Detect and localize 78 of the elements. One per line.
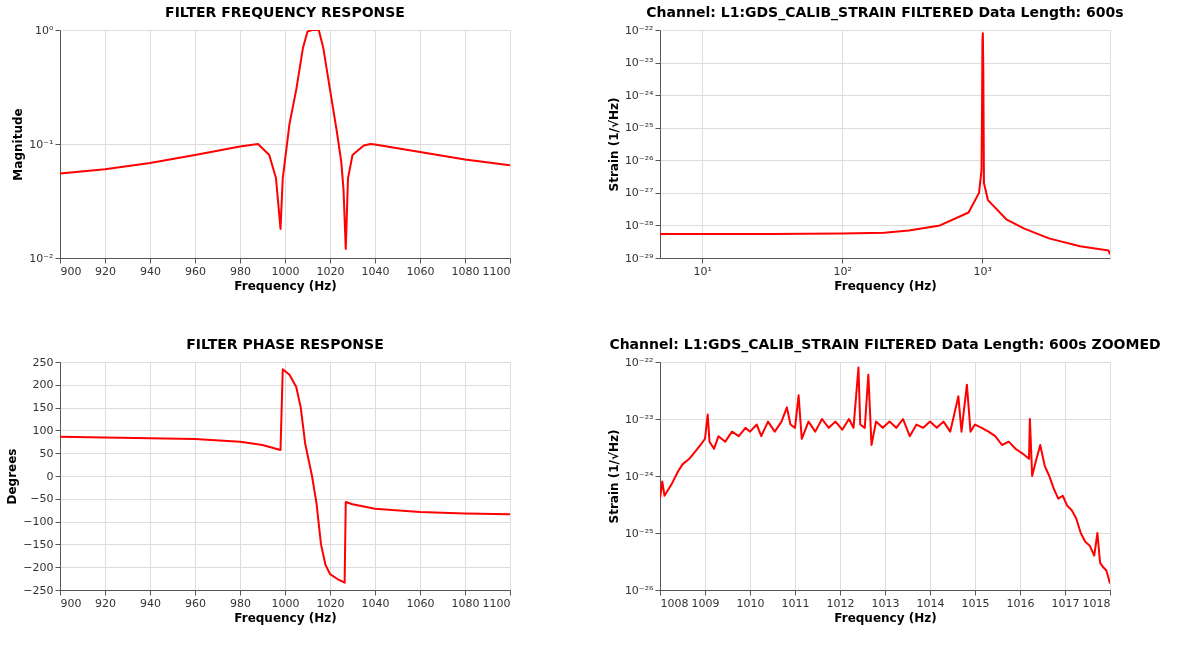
y-tick-label: 10⁻²⁸ xyxy=(624,218,655,232)
x-axis-title: Frequency (Hz) xyxy=(834,610,937,625)
y-tick-label: 10⁻²⁵ xyxy=(624,526,654,540)
y-tick-label: 10⁻²⁹ xyxy=(624,251,654,265)
line-series xyxy=(660,366,1110,585)
x-tick-label: 1100 xyxy=(482,264,511,278)
x-tick-label: 10² xyxy=(833,264,852,278)
y-tick-label: 10⁻² xyxy=(29,251,54,265)
y-axis-title: Strain (1/√Hz) xyxy=(606,429,621,524)
x-tick-label: 1060 xyxy=(406,264,435,278)
x-tick-label: 1040 xyxy=(361,264,390,278)
x-tick-label: 1060 xyxy=(406,596,435,610)
x-tick-label: 1000 xyxy=(271,264,300,278)
y-tick-label: −150 xyxy=(23,537,54,551)
y-tick-label: 10⁻¹ xyxy=(29,137,54,151)
x-axis-title: Frequency (Hz) xyxy=(834,278,937,293)
x-tick-label: 1010 xyxy=(736,596,765,610)
x-tick-label: 1011 xyxy=(781,596,810,610)
x-tick-label: 1020 xyxy=(316,264,345,278)
chart-title: Channel: L1:GDS_CALIB_STRAIN FILTERED Data Length: 600s xyxy=(646,4,1124,21)
line-series xyxy=(60,368,510,584)
y-tick-label: 50 xyxy=(39,446,54,460)
x-tick-label: 920 xyxy=(95,264,116,278)
x-tick-label: 940 xyxy=(140,596,161,610)
x-tick-label: 1017 xyxy=(1051,596,1080,610)
chart-title: Channel: L1:GDS_CALIB_STRAIN FILTERED Data Length: 600s ZOOMED xyxy=(609,336,1161,353)
x-tick-label: 960 xyxy=(185,264,206,278)
x-axis-title: Frequency (Hz) xyxy=(234,278,337,293)
x-tick-label: 1013 xyxy=(871,596,900,610)
x-tick-label: 1016 xyxy=(1006,596,1035,610)
x-tick-label: 980 xyxy=(230,596,251,610)
y-tick-label: 10⁻²⁵ xyxy=(624,121,654,135)
x-tick-label: 1018 xyxy=(1082,596,1111,610)
y-tick-label: 150 xyxy=(32,401,54,415)
y-tick-label: 10⁻²⁴ xyxy=(624,469,655,483)
y-tick-label: 10⁻²⁶ xyxy=(624,153,655,167)
x-tick-label: 900 xyxy=(60,264,82,278)
x-tick-label: 1008 xyxy=(660,596,689,610)
y-tick-label: 10⁻²⁷ xyxy=(624,186,654,200)
x-tick-label: 1080 xyxy=(451,264,480,278)
y-axis-title: Strain (1/√Hz) xyxy=(606,97,621,192)
x-tick-label: 960 xyxy=(185,596,206,610)
y-tick-label: −50 xyxy=(30,492,54,506)
y-tick-label: 250 xyxy=(32,355,54,369)
y-tick-label: 100 xyxy=(32,423,54,437)
y-axis-title: Degrees xyxy=(5,448,20,505)
x-tick-label: 10³ xyxy=(973,264,992,278)
x-tick-label: 920 xyxy=(95,596,116,610)
y-tick-label: 10⁻²³ xyxy=(624,56,654,70)
x-tick-label: 1015 xyxy=(961,596,990,610)
y-tick-label: 10⁻²⁶ xyxy=(624,583,655,597)
y-tick-label: 10⁻²² xyxy=(624,355,654,369)
x-tick-label: 940 xyxy=(140,264,161,278)
y-tick-label: 10⁻²³ xyxy=(624,412,654,426)
x-tick-label: 1040 xyxy=(361,596,390,610)
y-axis-title: Magnitude xyxy=(11,108,26,181)
x-tick-label: 1080 xyxy=(451,596,480,610)
line-series xyxy=(60,30,510,250)
y-tick-label: −250 xyxy=(23,583,54,597)
x-tick-label: 1100 xyxy=(482,596,511,610)
y-tick-label: 0 xyxy=(46,469,54,483)
y-tick-label: 10⁻²² xyxy=(624,23,654,37)
y-tick-label: −200 xyxy=(23,560,54,574)
x-tick-label: 1000 xyxy=(271,596,300,610)
y-tick-label: 10⁻²⁴ xyxy=(624,88,655,102)
x-tick-label: 1009 xyxy=(691,596,720,610)
x-tick-label: 10¹ xyxy=(693,264,712,278)
chart-title: FILTER FREQUENCY RESPONSE xyxy=(165,4,405,20)
x-axis-title: Frequency (Hz) xyxy=(234,610,337,625)
y-tick-label: 200 xyxy=(32,378,54,392)
x-tick-label: 980 xyxy=(230,264,251,278)
y-tick-label: 10⁰ xyxy=(35,23,55,37)
x-tick-label: 900 xyxy=(60,596,82,610)
x-tick-label: 1020 xyxy=(316,596,345,610)
x-tick-label: 1014 xyxy=(916,596,945,610)
y-tick-label: −100 xyxy=(23,515,54,529)
x-tick-label: 1012 xyxy=(826,596,855,610)
chart-title: FILTER PHASE RESPONSE xyxy=(186,336,384,352)
